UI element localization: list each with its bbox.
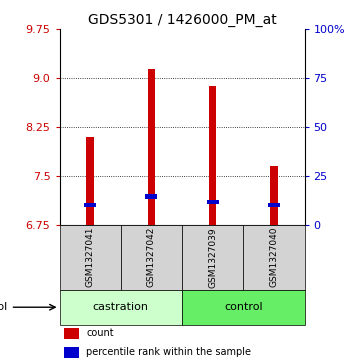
Bar [60,290,182,325]
Bar [84,203,96,207]
Text: control: control [224,302,262,312]
Bar [268,203,280,207]
Bar [209,86,216,225]
Bar [146,195,157,199]
Bar [182,225,243,290]
Bar [64,347,79,358]
Bar [64,328,79,339]
Title: GDS5301 / 1426000_PM_at: GDS5301 / 1426000_PM_at [88,13,276,26]
Bar [148,69,155,225]
Text: GSM1327042: GSM1327042 [147,227,156,287]
Text: GSM1327040: GSM1327040 [270,227,278,287]
Bar [60,225,121,290]
Text: GSM1327041: GSM1327041 [86,227,94,287]
Bar [121,225,182,290]
Bar [270,166,278,225]
Text: castration: castration [93,302,149,312]
Bar [243,225,304,290]
Text: count: count [86,328,114,338]
Bar [207,200,218,204]
Text: percentile rank within the sample: percentile rank within the sample [86,347,251,358]
Text: GSM1327039: GSM1327039 [208,227,217,287]
Bar [86,136,94,225]
Text: protocol: protocol [0,302,7,312]
Bar [182,290,304,325]
